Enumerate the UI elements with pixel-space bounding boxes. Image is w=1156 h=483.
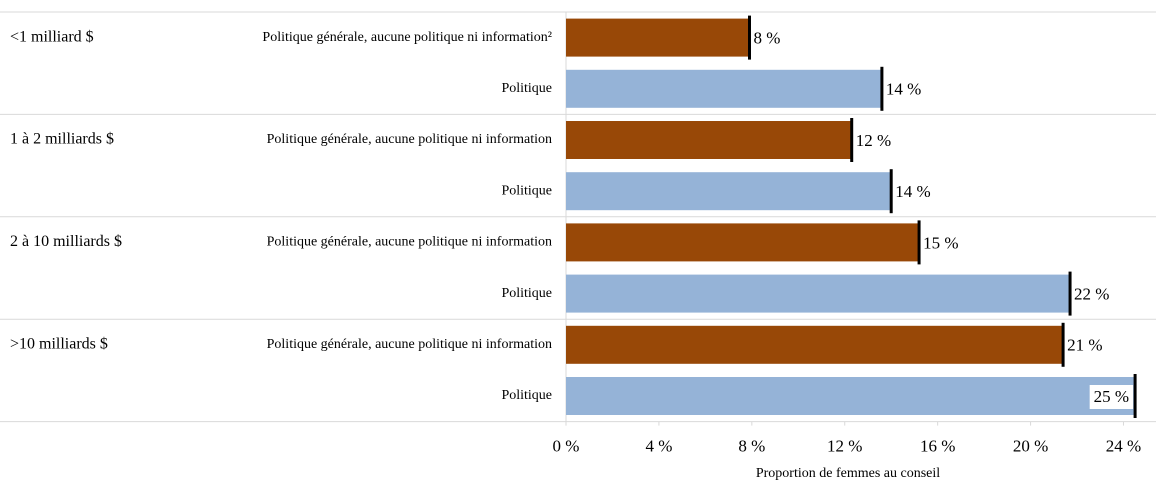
value-label: 12 % (856, 131, 891, 150)
x-tick-label: 24 % (1106, 437, 1141, 456)
x-tick-label: 4 % (645, 437, 672, 456)
group-label: <1 milliard $ (10, 28, 94, 45)
x-tick-label: 12 % (827, 437, 862, 456)
row-label: Politique (501, 388, 552, 403)
value-label: 8 % (754, 29, 781, 48)
group-label: 1 à 2 milliards $ (10, 131, 114, 148)
bar (566, 223, 920, 262)
bar (566, 274, 1071, 313)
value-label: 14 % (886, 80, 921, 99)
row-label: Politique générale, aucune politique ni … (267, 132, 552, 147)
value-label: 14 % (895, 182, 930, 201)
bar (566, 69, 882, 108)
value-label: 25 % (1094, 387, 1129, 406)
group-label: >10 milliards $ (10, 335, 108, 352)
value-label: 15 % (923, 233, 958, 252)
value-label: 22 % (1074, 285, 1109, 304)
row-label: Politique générale, aucune politique ni … (267, 235, 552, 250)
bar (566, 121, 852, 159)
bar (566, 172, 892, 211)
x-tick-label: 8 % (738, 437, 765, 456)
x-tick-label: 16 % (920, 437, 955, 456)
row-label: Politique (501, 183, 552, 198)
bar (566, 18, 750, 57)
bar (566, 377, 1136, 415)
row-label: Politique générale, aucune politique ni … (267, 337, 552, 352)
value-label-bg (1089, 385, 1134, 409)
x-axis-title: Proportion de femmes au conseil (756, 466, 940, 481)
bar (566, 325, 1064, 364)
x-tick-label: 20 % (1013, 437, 1048, 456)
row-label: Politique générale, aucune politique ni … (262, 30, 552, 45)
group-label: 2 à 10 milliards $ (10, 233, 122, 250)
x-tick-label: 0 % (553, 437, 580, 456)
value-label: 21 % (1067, 336, 1102, 355)
row-label: Politique (501, 286, 552, 301)
row-label: Politique (501, 81, 552, 96)
